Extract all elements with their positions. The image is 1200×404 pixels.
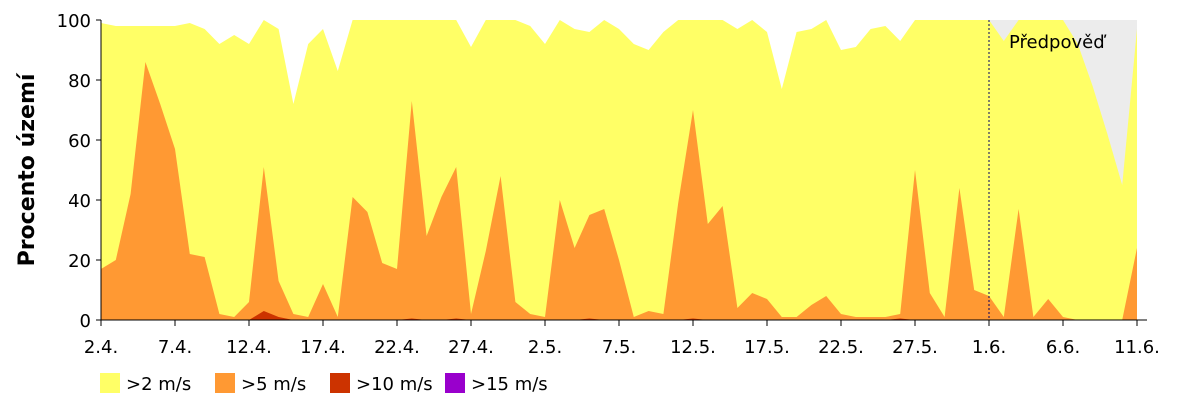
- x-tick-label: 12.5.: [670, 337, 716, 358]
- y-axis-label: Procento území: [15, 72, 40, 266]
- y-tick-label: 80: [68, 71, 91, 92]
- legend-swatch: [330, 373, 350, 393]
- legend-label: >2 m/s: [126, 374, 191, 395]
- x-tick-label: 22.4.: [374, 337, 420, 358]
- x-tick-label: 2.4.: [84, 337, 118, 358]
- x-tick-label: 1.6.: [972, 337, 1006, 358]
- legend-swatch: [100, 373, 120, 393]
- legend-swatch: [445, 373, 465, 393]
- x-tick-label: 6.6.: [1046, 337, 1080, 358]
- y-tick-label: 100: [57, 11, 91, 32]
- x-tick-label: 27.4.: [448, 337, 494, 358]
- x-tick-label: 27.5.: [892, 337, 938, 358]
- y-tick-label: 20: [68, 251, 91, 272]
- x-tick-label: 17.4.: [300, 337, 346, 358]
- y-tick-label: 0: [80, 311, 91, 332]
- x-tick-label: 12.4.: [226, 337, 272, 358]
- legend-label: >10 m/s: [356, 374, 433, 395]
- x-tick-label: 2.5.: [528, 337, 562, 358]
- legend-swatch: [215, 373, 235, 393]
- legend-label: >15 m/s: [471, 374, 548, 395]
- forecast-label: Předpověď: [1009, 32, 1107, 53]
- x-tick-label: 7.5.: [602, 337, 636, 358]
- x-tick-label: 17.5.: [744, 337, 790, 358]
- y-tick-label: 40: [68, 191, 91, 212]
- area: [101, 62, 1137, 320]
- y-tick-label: 60: [68, 131, 91, 152]
- x-tick-label: 11.6.: [1114, 337, 1160, 358]
- legend-label: >5 m/s: [241, 374, 306, 395]
- x-tick-label: 7.4.: [158, 337, 192, 358]
- x-tick-label: 22.5.: [818, 337, 864, 358]
